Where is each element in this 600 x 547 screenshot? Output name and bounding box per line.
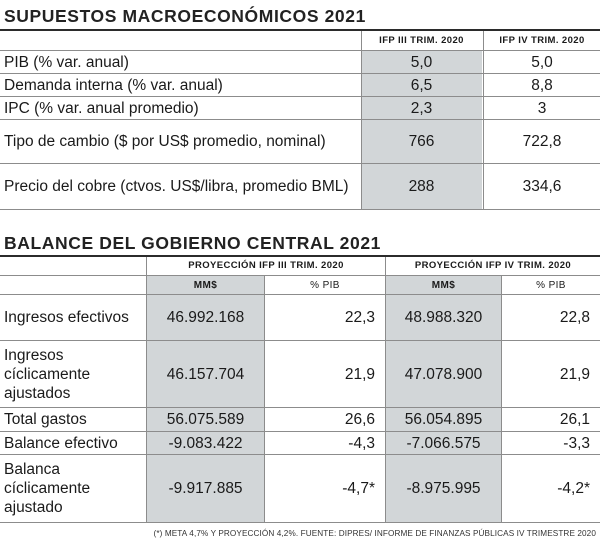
balance-row-pib-2: 21,9 [559,365,590,383]
balance-row-label: Ingresos cíclicamente ajustados [4,346,91,402]
balance-line [0,340,600,341]
macro-row-value-1: 5,0 [410,53,433,71]
macro-row-value-2: 334,6 [522,178,562,195]
balance-row-pib-2: 26,1 [559,411,590,428]
balance-row-label: Balance efectivo [4,434,118,452]
macro-line [0,73,600,74]
macro-col-divider [483,31,484,209]
macro-row-label: Demanda interna (% var. anual) [4,76,223,94]
macro-table-title: SUPUESTOS MACROECONÓMICOS 2021 [4,6,366,26]
macro-line [0,50,600,51]
balance-sub-pib-1: % PIB [310,279,340,291]
macro-row-value-1: 6,5 [410,76,433,94]
macro-col-divider [361,31,362,209]
macro-row-label: IPC (% var. anual promedio) [4,99,199,117]
balance-row-pib-2: -3,3 [563,434,590,452]
balance-group2-header: PROYECCIÓN IFP IV TRIM. 2020 [414,260,572,271]
macro-line [0,209,600,210]
macro-line [0,96,600,97]
balance-line [0,431,600,432]
balance-row-mm-1: 46.157.704 [166,365,245,383]
macro-row-value-1: 288 [408,178,435,195]
macro-row-value-1: 2,3 [410,99,433,117]
balance-row-pib-1: 21,9 [344,365,375,383]
macro-row-label: Tipo de cambio ($ por US$ promedio, nomi… [4,133,326,150]
macro-row-value-2: 3 [537,99,547,117]
balance-row-label: Total gastos [4,411,87,428]
balance-col-a-shade [147,276,264,522]
balance-col-c-shade [386,276,501,522]
macro-title-rule [0,29,600,31]
balance-line [0,407,600,408]
balance-row-pib-1: 22,3 [344,309,375,326]
macro-row-value-2: 722,8 [522,133,562,150]
balance-row-mm-2: 48.988.320 [404,309,483,326]
balance-sub-mm-2: MM$ [431,279,456,291]
balance-row-mm-2: 47.078.900 [404,365,483,383]
balance-row-mm-2: -8.975.995 [406,480,481,497]
balance-row-mm-1: 46.992.168 [166,309,245,326]
footnote: (*) META 4,7% Y PROYECCIÓN 4,2%. FUENTE:… [153,529,596,538]
balance-row-label: Balanca cíclicamente ajustado [4,461,91,516]
balance-row-mm-1: -9.917.885 [168,480,243,497]
balance-row-pib-1: -4,7* [342,480,375,497]
macro-col2-header: IFP IV TRIM. 2020 [499,35,585,46]
balance-col-divider [385,257,386,522]
balance-sub-pib-2: % PIB [536,279,566,291]
balance-title-rule [0,255,600,257]
balance-col-divider [264,275,265,522]
macro-line [0,163,600,164]
balance-line [0,275,600,276]
balance-line [0,522,600,523]
balance-row-pib-1: -4,3 [348,434,375,452]
balance-col-divider [501,275,502,522]
macro-col1-header: IFP III TRIM. 2020 [379,35,464,46]
macro-line [0,119,600,120]
balance-row-pib-2: 22,8 [559,309,590,326]
balance-group1-header: PROYECCIÓN IFP III TRIM. 2020 [188,260,344,271]
balance-row-mm-1: -9.083.422 [168,434,243,452]
balance-row-mm-2: -7.066.575 [406,434,481,452]
macro-row-label: PIB (% var. anual) [4,53,129,71]
macro-row-value-2: 5,0 [531,53,553,71]
balance-line [0,294,600,295]
balance-row-label: Ingresos efectivos [4,309,129,326]
macro-col1-shade [361,51,482,209]
balance-sub-mm-1: MM$ [193,279,218,291]
balance-row-pib-2: -4,2* [557,480,590,497]
balance-col-divider [146,257,147,522]
macro-row-label: Precio del cobre (ctvos. US$/libra, prom… [4,178,349,195]
balance-row-mm-2: 56.054.895 [404,411,483,428]
balance-row-mm-1: 56.075.589 [166,411,245,428]
balance-line [0,454,600,455]
balance-row-pib-1: 26,6 [344,411,375,428]
macro-row-value-1: 766 [408,133,435,150]
macro-row-value-2: 8,8 [531,76,553,94]
balance-table-title: BALANCE DEL GOBIERNO CENTRAL 2021 [4,233,381,253]
